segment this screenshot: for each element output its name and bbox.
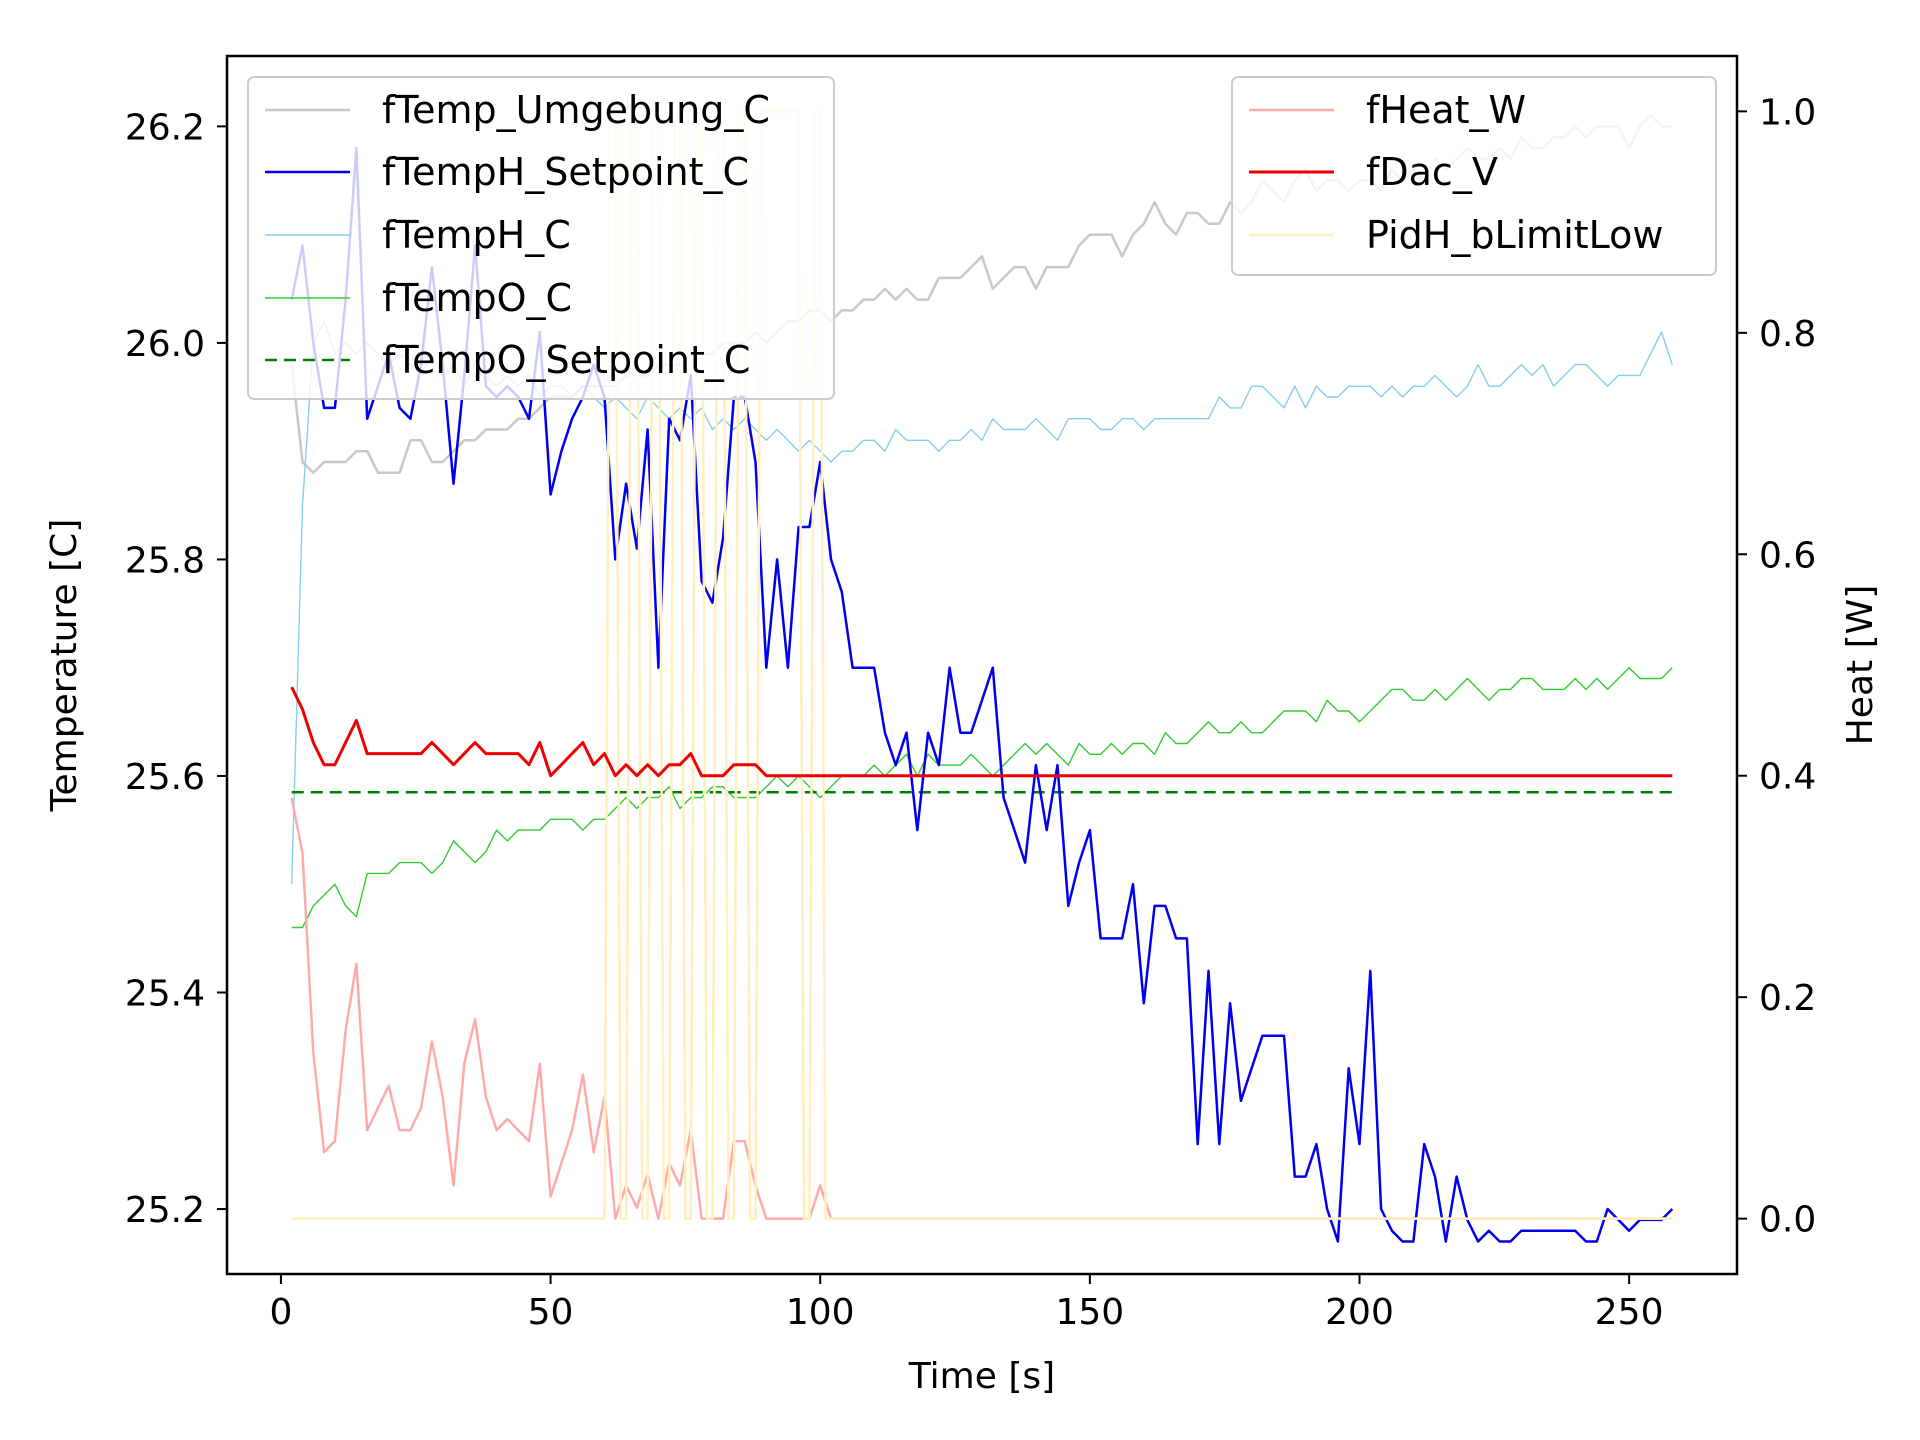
- legend-right: fHeat_W fDac_V PidH_bLimitLow: [1231, 76, 1717, 276]
- legend-label-ftemp-umgebung: fTemp_Umgebung_C: [382, 88, 770, 132]
- series-line-ftemph-setpoint-c: [290, 146, 1674, 1243]
- x-tick-label: 100: [786, 1292, 855, 1333]
- y-right-tick-label: 0.6: [1759, 535, 1816, 576]
- legend-label-ftemph-setpoint: fTempH_Setpoint_C: [382, 150, 749, 194]
- y-left-tick-label: 26.0: [125, 324, 205, 365]
- y-axis-left: 25.2 25.4 25.6 25.8 26.0 26.2: [125, 107, 227, 1231]
- legend-label-pidh-blimitlow: PidH_bLimitLow: [1366, 213, 1664, 257]
- y-right-tick-label: 1.0: [1759, 92, 1816, 133]
- series-line-fdac-v: [290, 686, 1673, 778]
- x-tick-label: 200: [1325, 1292, 1394, 1333]
- x-axis: 0 50 100 150 200 250: [269, 1274, 1664, 1333]
- legend-right-frame: [1231, 76, 1717, 276]
- plot-frame: [225, 54, 1739, 1276]
- y-axis-right-label: Heat [W]: [1840, 585, 1881, 746]
- y-right-tick-label: 0.0: [1759, 1200, 1816, 1241]
- y-right-tick-label: 0.8: [1759, 314, 1816, 355]
- y-left-tick-label: 25.6: [125, 757, 205, 798]
- legend-label-ftempo: fTempO_C: [382, 276, 572, 320]
- series-line-ftempo-c: [291, 667, 1673, 929]
- y-axis-left-label: Temperature [C]: [44, 519, 85, 813]
- x-axis-label: Time [s]: [908, 1356, 1055, 1397]
- x-tick-label: 250: [1595, 1292, 1664, 1333]
- y-left-tick-label: 25.2: [125, 1190, 205, 1231]
- legend-label-ftempo-setpoint: fTempO_Setpoint_C: [382, 338, 750, 382]
- y-axis-right: 0.0 0.2 0.4 0.6 0.8 1.0: [1737, 92, 1816, 1241]
- legend-label-fdac: fDac_V: [1366, 150, 1498, 194]
- y-left-tick-label: 25.8: [125, 540, 205, 581]
- x-tick-label: 150: [1055, 1292, 1124, 1333]
- legend-label-fheat: fHeat_W: [1366, 88, 1526, 132]
- y-left-tick-label: 25.4: [125, 974, 205, 1015]
- legend-left-frame: [247, 76, 835, 400]
- legend-left: fTemp_Umgebung_C fTempH_Setpoint_C fTemp…: [247, 76, 835, 400]
- y-left-tick-label: 26.2: [125, 107, 205, 148]
- x-tick-label: 50: [528, 1292, 574, 1333]
- legend-label-ftemph: fTempH_C: [382, 213, 571, 257]
- y-right-tick-label: 0.2: [1759, 978, 1816, 1019]
- y-right-tick-label: 0.4: [1759, 757, 1816, 798]
- x-tick-label: 0: [269, 1292, 292, 1333]
